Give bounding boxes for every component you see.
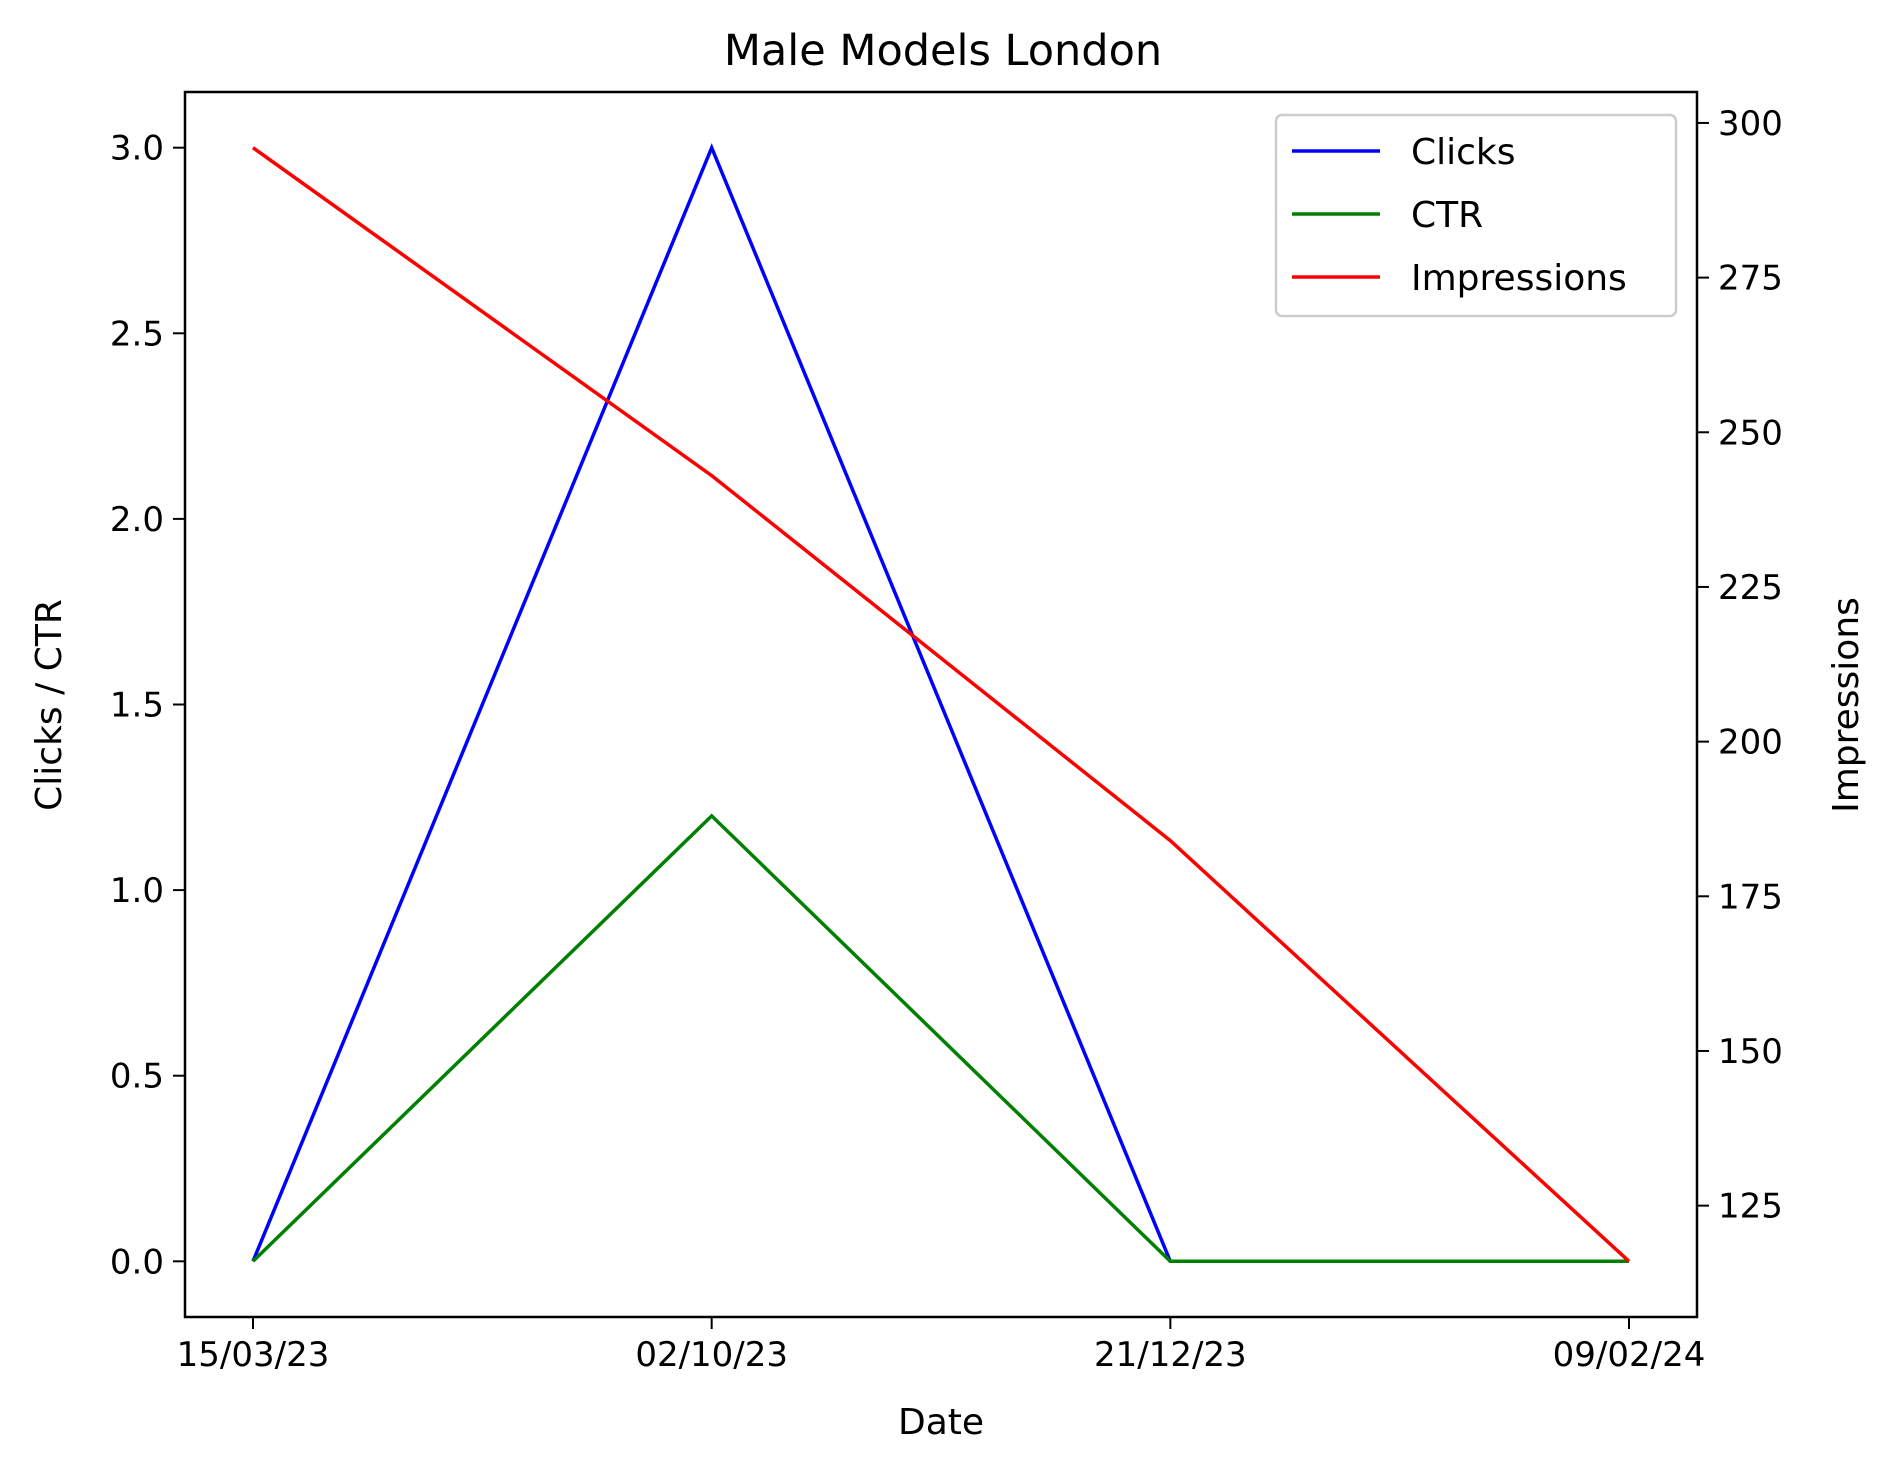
right-y-tick-label: 125: [1718, 1187, 1783, 1227]
right-y-tick-label: 275: [1718, 259, 1783, 299]
series-line-ctr: [251, 813, 1629, 1264]
x-axis-title: Date: [898, 1402, 984, 1443]
legend-box: [1274, 113, 1678, 318]
legend-label-ctr: CTR: [1411, 195, 1483, 236]
left-y-tick-label: 2.0: [110, 500, 164, 540]
x-tick-label: 15/03/23: [177, 1335, 330, 1375]
legend: Clicks CTR Impressions: [1274, 113, 1678, 318]
left-y-tick-label: 1.5: [110, 686, 164, 726]
series-line-impressions: [251, 146, 1631, 1263]
left-y-axis: 0.0 0.5 1.0 1.5 2.0 2.5 3.0: [110, 129, 185, 1282]
chart-title: Male Models London: [724, 26, 1162, 76]
legend-label-impressions: Impressions: [1411, 258, 1627, 299]
right-y-tick-label: 150: [1718, 1032, 1783, 1072]
left-y-tick-label: 3.0: [110, 129, 164, 169]
left-y-tick-label: 1.0: [110, 871, 164, 911]
right-y-tick-label: 300: [1718, 104, 1783, 144]
right-y-axis-title: Impressions: [1826, 597, 1867, 813]
series-layer: [251, 143, 1631, 1264]
left-y-tick-label: 2.5: [110, 314, 164, 354]
legend-label-clicks: Clicks: [1411, 132, 1516, 173]
x-tick-label: 09/02/24: [1553, 1335, 1706, 1375]
x-tick-label: 02/10/23: [635, 1335, 788, 1375]
right-y-tick-label: 225: [1718, 568, 1783, 608]
right-y-tick-label: 175: [1718, 877, 1783, 917]
x-axis: 15/03/23 02/10/23 21/12/23 09/02/24: [177, 1317, 1706, 1375]
right-y-axis: 125 150 175 200 225 250 275 300: [1697, 104, 1783, 1227]
x-tick-label: 21/12/23: [1094, 1335, 1247, 1375]
right-y-tick-label: 200: [1718, 723, 1783, 763]
left-y-tick-label: 0.0: [110, 1242, 164, 1282]
left-y-tick-label: 0.5: [110, 1057, 164, 1097]
left-y-axis-title: Clicks / CTR: [29, 599, 70, 811]
right-y-tick-label: 250: [1718, 413, 1783, 453]
